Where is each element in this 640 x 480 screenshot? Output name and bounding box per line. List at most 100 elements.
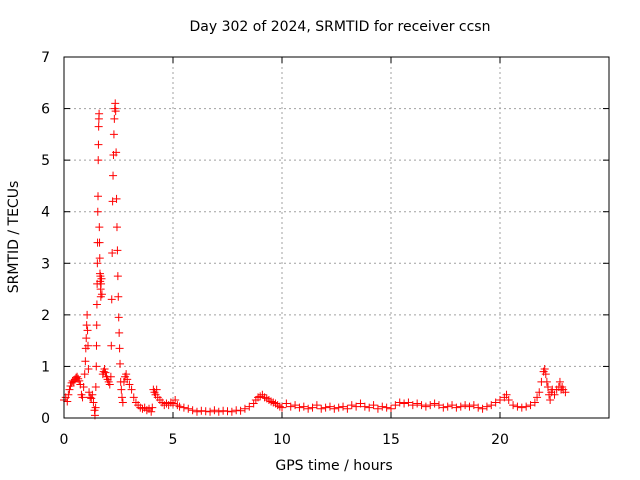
data-point (530, 398, 539, 407)
data-point (330, 404, 339, 413)
data-point (65, 385, 74, 394)
data-point (369, 401, 378, 410)
data-point (74, 374, 83, 383)
data-point (522, 402, 531, 411)
data-point (78, 393, 87, 402)
data-point (308, 403, 317, 412)
data-point (97, 274, 106, 283)
axis-ticks (63, 56, 609, 419)
data-point (400, 399, 409, 408)
data-point (93, 207, 102, 216)
data-point (373, 404, 382, 413)
data-point (413, 399, 422, 408)
data-point (197, 406, 206, 415)
data-point (443, 402, 452, 411)
data-point (387, 404, 395, 413)
data-point (360, 402, 369, 411)
data-point (206, 407, 215, 416)
data-point (129, 393, 138, 402)
x-tick-label: 0 (60, 432, 69, 448)
grid (64, 57, 609, 418)
y-tick-label: 6 (41, 102, 50, 118)
data-point (112, 194, 121, 203)
data-point (114, 292, 123, 301)
data-point (214, 407, 223, 416)
data-point (426, 401, 435, 410)
data-point (127, 385, 136, 394)
data-point (171, 395, 180, 404)
data-point (114, 313, 123, 322)
data-point (533, 393, 542, 402)
data-point (469, 401, 478, 410)
data-point (543, 383, 552, 392)
x-tick-label: 15 (382, 432, 400, 448)
y-tick-label: 1 (41, 359, 50, 375)
data-point (378, 402, 387, 411)
data-point (94, 156, 103, 165)
data-point (561, 388, 570, 397)
data-point (87, 394, 96, 403)
data-point (92, 300, 101, 309)
data-point (295, 403, 304, 412)
data-point (147, 407, 156, 416)
data-point (115, 328, 124, 337)
data-point (339, 402, 348, 411)
data-point (75, 376, 84, 385)
data-point (540, 365, 549, 374)
data-point (434, 401, 443, 410)
data-point (232, 406, 241, 415)
data-point (184, 404, 193, 413)
data-point (509, 401, 518, 410)
data-point (321, 403, 330, 412)
data-point (541, 370, 550, 379)
data-point (227, 407, 236, 416)
y-tick-label: 2 (41, 308, 50, 324)
data-point (109, 171, 118, 180)
data-point (343, 404, 352, 413)
data-point (79, 383, 88, 392)
y-tick-label: 5 (41, 153, 50, 169)
data-point (219, 406, 228, 415)
data-point (382, 403, 391, 412)
x-tick-label: 5 (169, 432, 178, 448)
data-point (304, 404, 313, 413)
data-point (334, 403, 343, 412)
data-point (278, 403, 286, 412)
data-point (83, 341, 92, 350)
data-point (312, 401, 321, 410)
data-point (325, 402, 334, 411)
data-point (502, 390, 511, 399)
data-point (513, 402, 522, 411)
data-point (92, 321, 101, 330)
data-point (125, 380, 134, 389)
data-point (95, 238, 104, 247)
data-point (116, 359, 125, 368)
data-point (461, 401, 470, 410)
data-point (487, 401, 496, 410)
data-point (555, 377, 564, 386)
x-tick-label: 20 (491, 432, 509, 448)
data-point (465, 402, 474, 411)
data-point (83, 310, 92, 319)
data-point (542, 377, 551, 386)
y-tick-label: 4 (41, 205, 50, 221)
data-points (60, 99, 570, 420)
data-point (550, 390, 559, 399)
y-tick-label: 3 (41, 256, 50, 272)
data-point (526, 401, 535, 410)
data-point (286, 402, 295, 411)
data-point (64, 390, 73, 399)
data-point (452, 403, 461, 412)
data-point (93, 259, 102, 268)
data-point (365, 403, 374, 412)
data-point (111, 107, 120, 116)
data-point (482, 402, 491, 411)
data-point (105, 380, 114, 389)
data-point (240, 404, 249, 413)
data-point (317, 404, 326, 413)
data-point (291, 401, 300, 410)
data-point (110, 114, 119, 123)
data-point (118, 398, 127, 407)
data-point (94, 192, 103, 201)
